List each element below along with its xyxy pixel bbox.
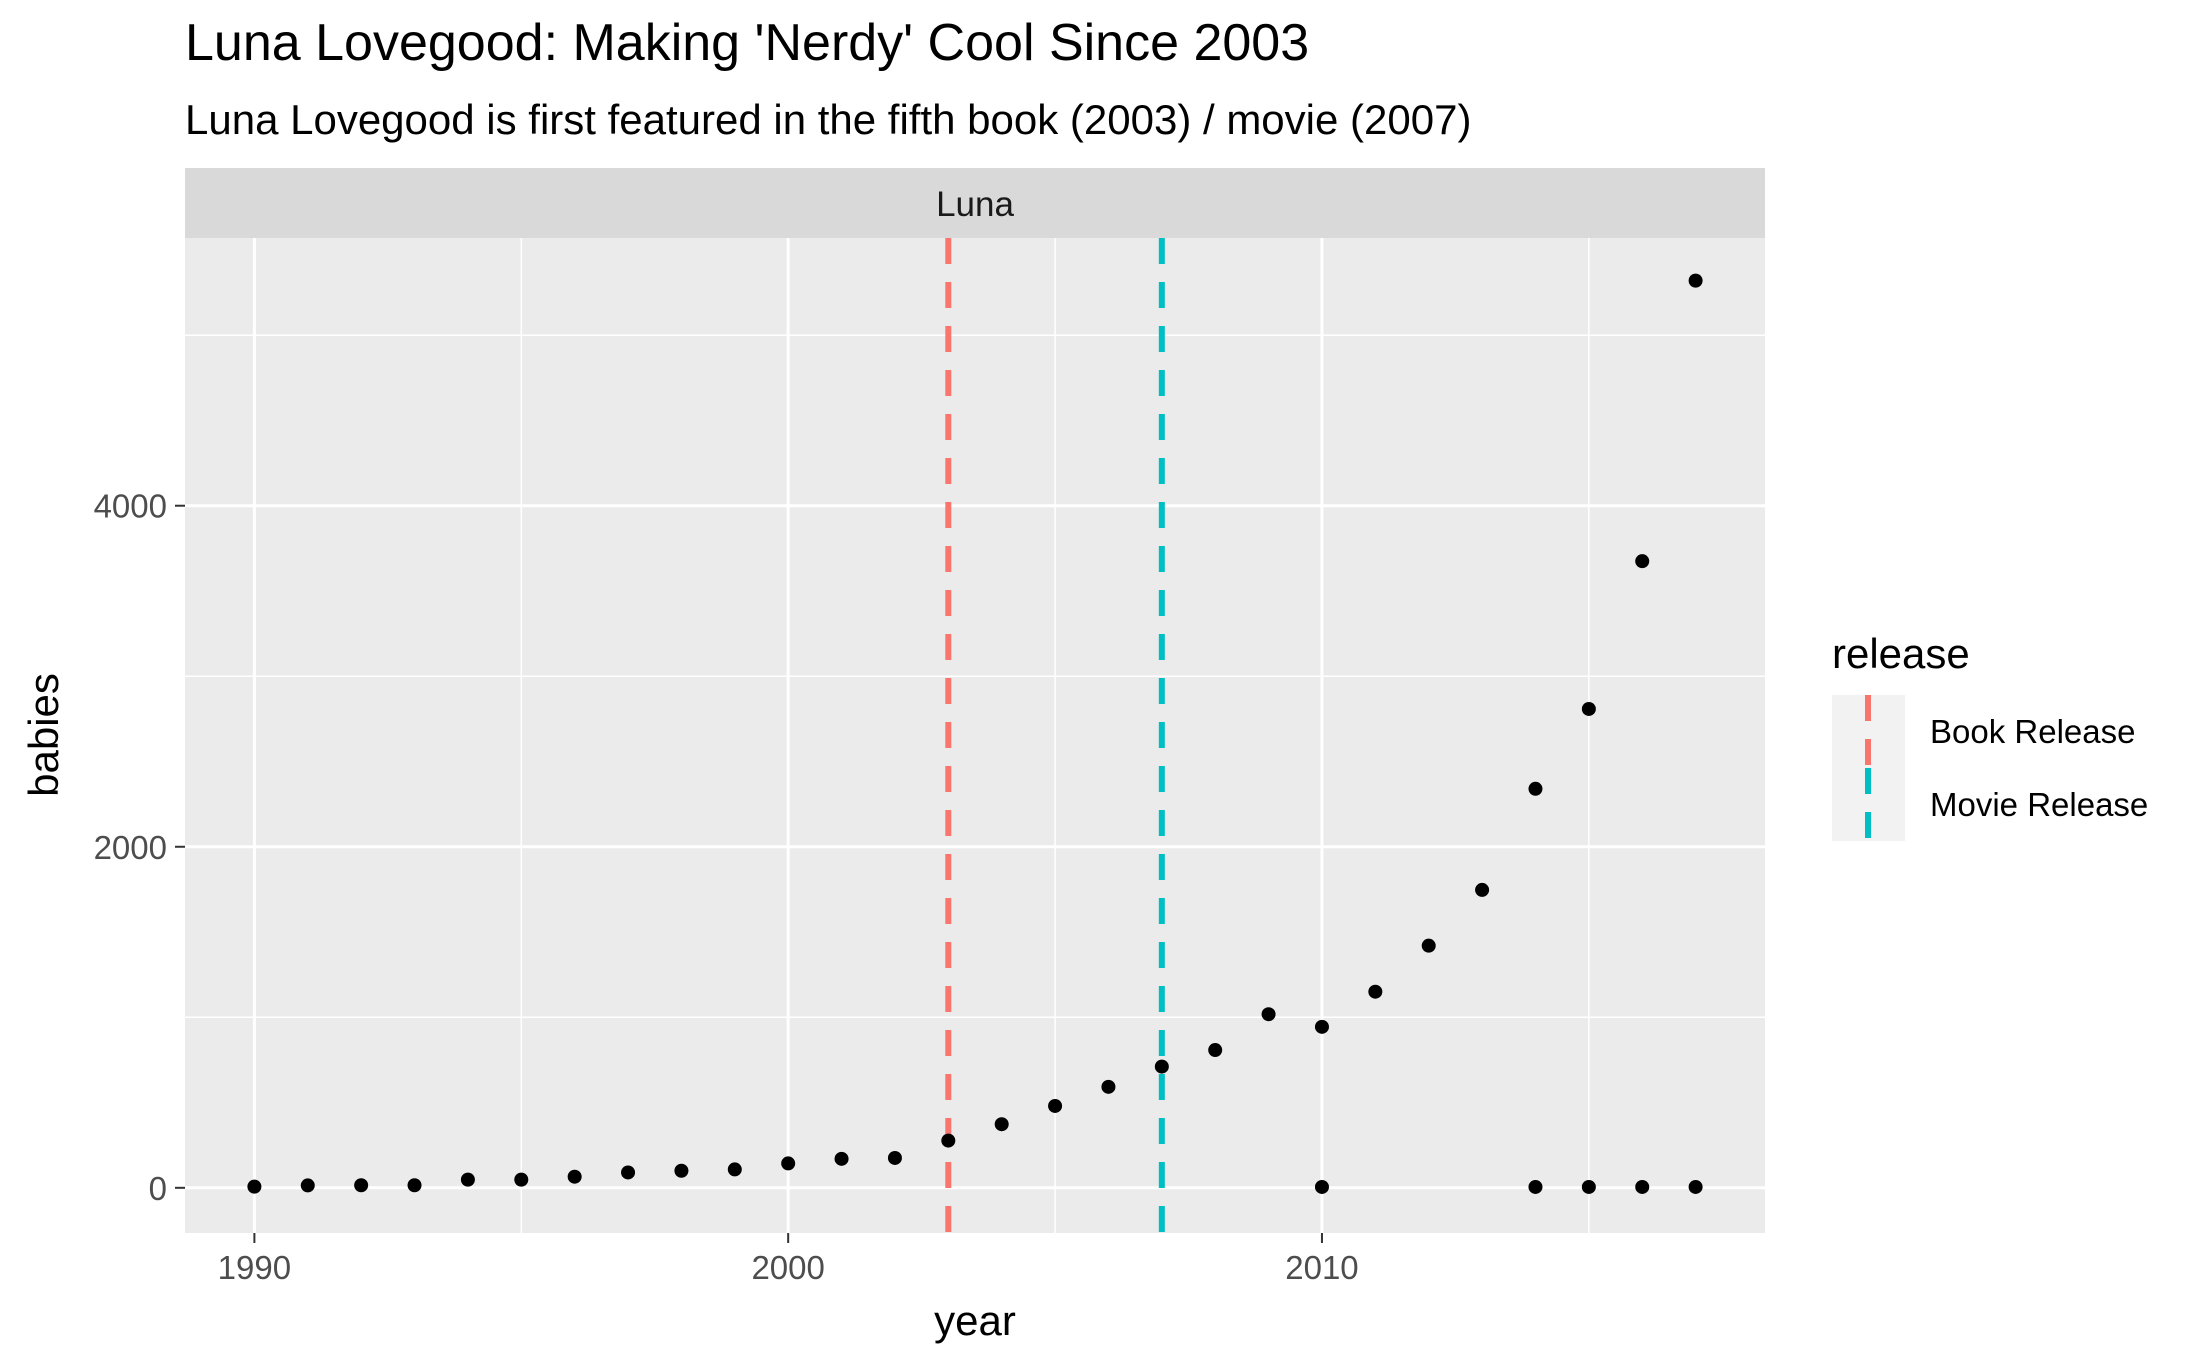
data-point bbox=[514, 1172, 529, 1187]
y-axis-label: babies bbox=[20, 673, 67, 797]
data-point bbox=[1208, 1043, 1223, 1058]
data-point bbox=[354, 1178, 369, 1193]
facet-strip-label: Luna bbox=[936, 185, 1014, 224]
data-point bbox=[1528, 1179, 1543, 1194]
data-point bbox=[1635, 1179, 1650, 1194]
data-point bbox=[1314, 1179, 1329, 1194]
data-points bbox=[247, 273, 1703, 1194]
data-point bbox=[674, 1163, 689, 1178]
legend-title: release bbox=[1832, 630, 1970, 677]
data-point bbox=[1475, 882, 1490, 897]
data-point bbox=[1688, 1179, 1703, 1194]
data-point bbox=[460, 1172, 475, 1187]
x-axis: 1990 2000 2010 bbox=[218, 1233, 1359, 1286]
data-point bbox=[1314, 1019, 1329, 1034]
y-tick-label: 4000 bbox=[94, 488, 167, 525]
y-tick-label: 2000 bbox=[94, 829, 167, 866]
data-point bbox=[1688, 273, 1703, 288]
legend-label: Movie Release bbox=[1930, 786, 2148, 823]
data-point bbox=[887, 1150, 902, 1165]
data-point bbox=[1261, 1007, 1276, 1022]
plot-panel bbox=[185, 238, 1765, 1233]
data-point bbox=[1421, 938, 1436, 953]
data-point bbox=[1101, 1079, 1116, 1094]
data-point bbox=[247, 1179, 262, 1194]
y-tick-label: 0 bbox=[149, 1170, 167, 1207]
data-point bbox=[994, 1117, 1009, 1132]
x-tick-label: 2010 bbox=[1285, 1249, 1358, 1286]
data-point bbox=[781, 1156, 796, 1171]
legend-items: Book Release Movie Release bbox=[1832, 695, 2148, 841]
chart-title: Luna Lovegood: Making 'Nerdy' Cool Since… bbox=[185, 14, 1309, 72]
data-point bbox=[1635, 554, 1650, 569]
x-tick-label: 1990 bbox=[218, 1249, 291, 1286]
x-axis-label: year bbox=[934, 1297, 1016, 1344]
data-point bbox=[1048, 1098, 1063, 1113]
facet-strip bbox=[185, 168, 1765, 238]
data-point bbox=[1528, 781, 1543, 796]
data-point bbox=[941, 1133, 956, 1148]
y-axis: 0 2000 4000 bbox=[94, 488, 185, 1207]
data-point bbox=[567, 1169, 582, 1184]
legend-label: Book Release bbox=[1930, 713, 2135, 750]
data-point bbox=[727, 1162, 742, 1177]
chart-subtitle: Luna Lovegood is first featured in the f… bbox=[185, 96, 1471, 143]
data-point bbox=[1581, 1179, 1596, 1194]
data-point bbox=[834, 1151, 849, 1166]
data-point bbox=[407, 1178, 422, 1193]
minor-gridlines bbox=[185, 238, 1765, 1233]
data-point bbox=[1581, 701, 1596, 716]
release-lines bbox=[945, 238, 1165, 1233]
data-point bbox=[300, 1178, 315, 1193]
data-point bbox=[1368, 984, 1383, 999]
data-point bbox=[621, 1165, 636, 1180]
x-tick-label: 2000 bbox=[751, 1249, 824, 1286]
legend: release Book Release Movie Release bbox=[1832, 630, 2148, 841]
major-gridlines bbox=[185, 238, 1765, 1233]
data-point bbox=[1154, 1059, 1169, 1074]
